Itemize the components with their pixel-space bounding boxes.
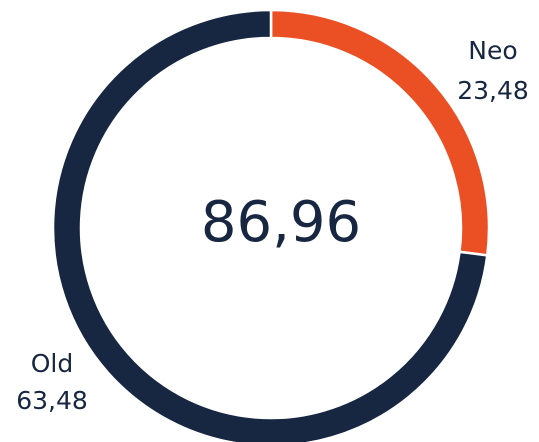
slice-name: Neo: [468, 36, 517, 65]
slice-name: Old: [31, 349, 74, 378]
slice-value: 23,48: [457, 76, 529, 105]
donut-slice: [51, 8, 489, 442]
center-label: 86,96: [201, 190, 361, 255]
slice-value: 63,48: [16, 386, 88, 415]
